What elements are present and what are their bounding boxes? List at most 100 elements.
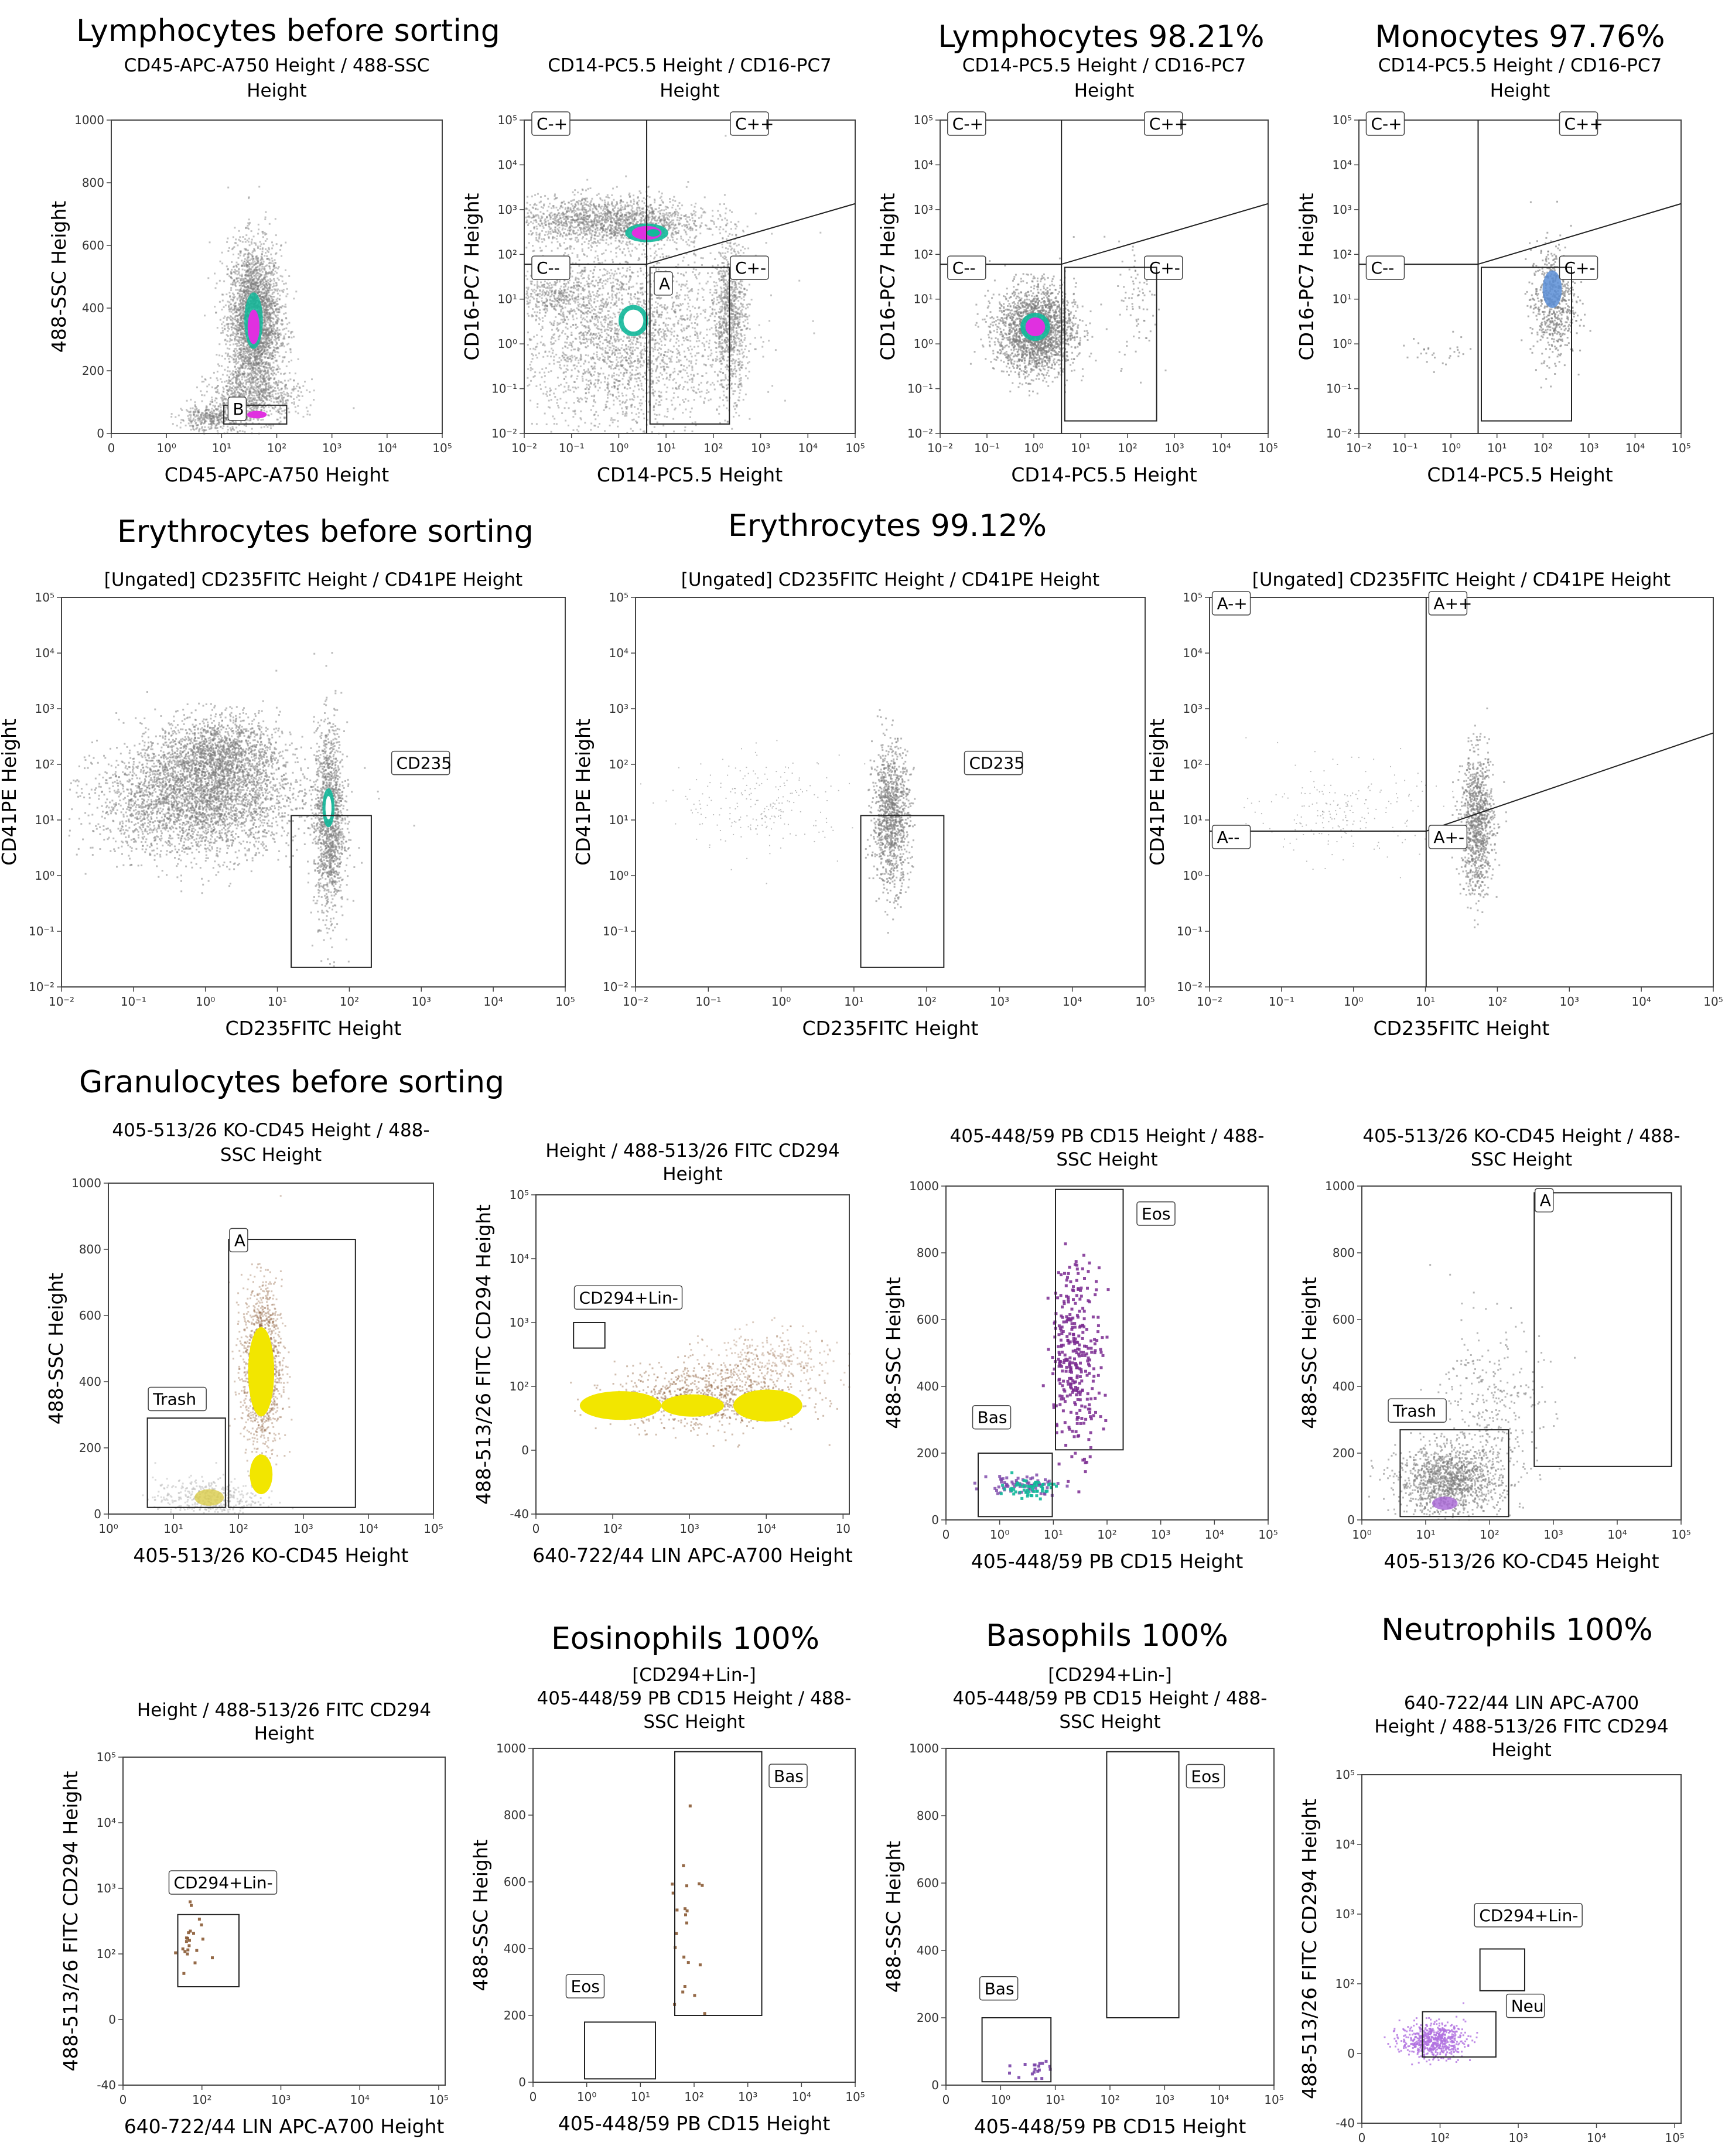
event-dot [237,289,239,291]
event-dot [238,309,240,312]
event-dot [542,356,545,358]
event-dot [249,377,251,379]
event-dot [625,276,627,278]
event-dot [245,376,248,378]
event-dot [263,284,265,286]
event-dot [276,336,279,339]
event-dot [258,395,260,398]
event-dot [274,406,276,408]
event-dot [262,342,265,344]
event-dot [247,250,249,252]
event-dot [242,315,244,317]
event-dot [241,336,242,339]
event-dot [655,377,658,379]
event-dot [253,356,255,358]
event-dot [286,323,289,326]
event-dot [255,269,258,271]
event-dot [285,327,288,330]
event-dot [237,327,239,329]
event-dot [281,305,283,307]
event-dot [226,374,228,377]
event-dot [212,422,214,425]
event-dot [271,257,273,259]
event-dot [249,221,251,224]
event-dot [231,372,233,374]
event-dot [261,373,263,375]
event-dot [273,372,275,374]
event-dot [537,406,539,408]
event-dot [234,338,236,340]
event-dot [234,284,237,286]
event-dot [297,382,299,385]
event-dot [257,278,259,281]
event-dot [250,382,252,385]
event-dot [268,389,270,391]
event-dot [238,348,241,350]
event-dot [266,258,268,260]
event-dot [254,356,257,358]
event-dot [252,351,254,354]
event-dot [264,332,267,334]
event-dot [279,295,281,296]
event-dot [643,360,645,362]
event-dot [566,327,569,330]
event-dot [272,374,274,377]
event-dot [601,308,603,310]
event-dot [252,370,255,373]
event-dot [575,276,577,279]
event-dot [252,235,255,238]
event-dot [261,346,263,348]
event-dot [238,292,241,295]
event-dot [234,268,236,271]
event-dot [273,325,275,327]
event-dot [234,312,236,314]
event-dot [240,319,242,321]
event-dot [244,295,246,298]
event-dot [266,337,268,340]
event-dot [250,350,251,351]
event-dot [259,297,262,299]
event-dot [704,309,706,311]
event-dot [247,375,250,377]
event-dot [530,348,531,350]
event-dot [251,349,254,351]
event-dot [240,365,242,367]
event-dot [254,384,257,386]
event-dot [242,343,245,345]
event-dot [247,295,250,297]
event-dot [662,425,665,427]
event-dot [264,389,266,392]
event-dot [286,293,289,295]
event-dot [265,339,267,341]
event-dot [265,361,267,364]
event-dot [235,357,237,360]
event-dot [209,414,211,416]
event-dot [272,262,274,265]
event-dot [237,340,239,342]
event-dot [221,397,224,399]
event-dot [258,393,261,395]
event-dot [265,298,267,300]
event-dot [264,378,267,380]
event-dot [242,390,244,392]
event-dot [240,307,242,310]
event-dot [271,335,274,337]
event-dot [241,333,243,335]
event-dot [273,401,275,404]
event-dot [684,298,686,300]
event-dot [271,289,273,291]
event-dot [207,277,210,279]
event-dot [245,290,248,292]
event-dot [257,348,259,351]
event-dot [242,283,245,285]
event-dot [265,252,267,254]
event-dot [558,357,561,359]
event-dot [241,360,243,362]
event-dot [306,410,309,412]
event-dot [277,347,279,350]
event-dot [227,330,229,332]
event-dot [571,369,573,371]
event-dot [227,335,229,337]
event-dot [263,350,265,352]
event-dot [251,384,253,387]
